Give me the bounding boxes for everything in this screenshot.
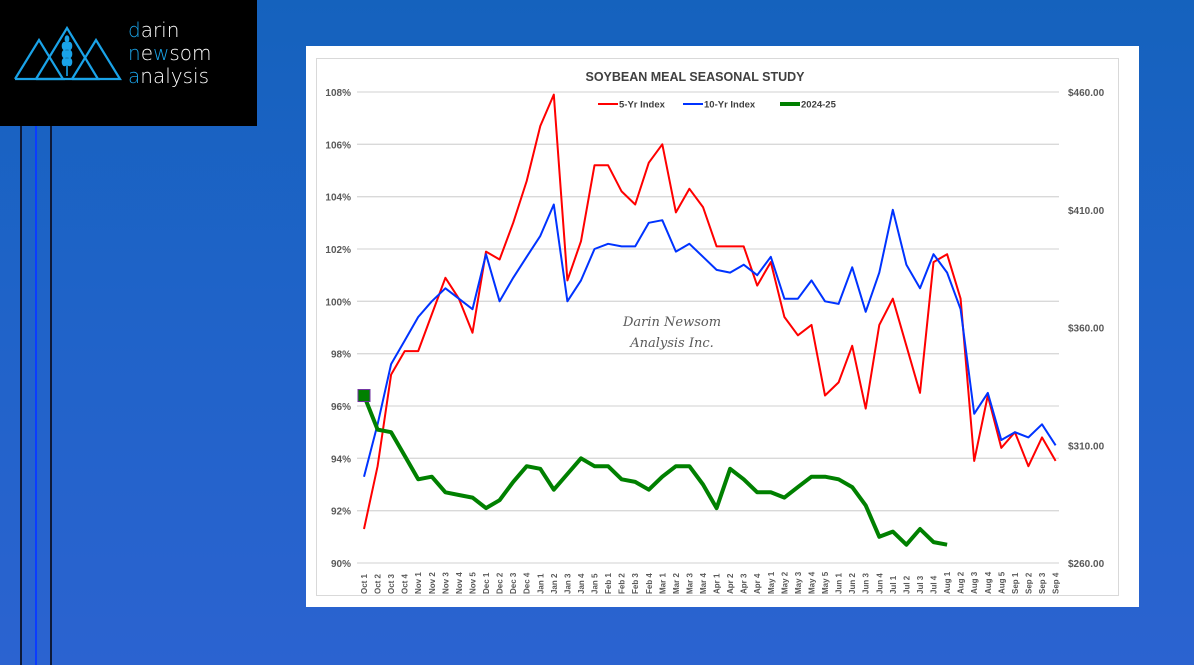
x-tick-label: Oct 4 <box>401 573 410 594</box>
x-tick-label: Jul 3 <box>916 575 925 594</box>
brand-logo: darin newsom analysis <box>0 0 257 126</box>
x-tick-label: Feb 4 <box>645 573 654 594</box>
x-tick-label: Jun 2 <box>848 573 857 594</box>
x-tick-label: Sep 1 <box>1011 572 1020 594</box>
x-tick-label: Apr 4 <box>753 573 762 594</box>
x-tick-label: Dec 1 <box>482 572 491 594</box>
x-tick-label: Feb 2 <box>618 573 627 594</box>
x-tick-label: Aug 4 <box>984 571 993 594</box>
plot-frame <box>316 58 1119 596</box>
watermark-line-1: Darin Newsom <box>622 315 721 330</box>
x-tick-label: Jul 4 <box>930 575 939 594</box>
series-line-10-yr-index <box>363 203 1057 477</box>
x-tick-label: Oct 3 <box>387 573 396 594</box>
y2-tick-label: $360.00 <box>1068 324 1105 335</box>
y2-tick-label: $310.00 <box>1068 441 1105 452</box>
x-tick-label: Sep 2 <box>1024 572 1033 594</box>
brand-wordmark: darin newsom analysis <box>128 19 212 88</box>
x-tick-label: Nov 5 <box>468 572 477 594</box>
y-tick-label: 102% <box>325 245 351 256</box>
watermark-line-2: Analysis Inc. <box>629 336 714 351</box>
legend-label: 5-Yr Index <box>619 100 666 111</box>
x-tick-label: Apr 1 <box>713 573 722 594</box>
x-tick-label: Aug 3 <box>970 571 979 594</box>
series-line-2024-25 <box>362 394 948 547</box>
chart-title: SOYBEAN MEAL SEASONAL STUDY <box>585 70 805 84</box>
x-tick-label: May 4 <box>807 571 816 594</box>
seasonal-chart: 108% 106% 104% 102% 100% 98% 96% 94% 92% 90% $460… <box>316 58 1119 596</box>
x-tick-label: Dec 2 <box>496 572 505 594</box>
chart-panel: 108% 106% 104% 102% 100% 98% 96% 94% 92% 90% $460… <box>306 46 1139 607</box>
y-tick-label: 100% <box>325 297 351 308</box>
y2-tick-label: $460.00 <box>1068 88 1105 99</box>
x-tick-label: Mar 1 <box>658 573 667 594</box>
x-tick-label: Nov 1 <box>414 572 423 594</box>
x-tick-label: Apr 2 <box>726 573 735 594</box>
x-tick-label: Mar 2 <box>672 573 681 594</box>
x-tick-label: Jun 3 <box>862 573 871 594</box>
y-tick-label: 104% <box>325 193 351 204</box>
series-line-5-yr-index <box>363 93 1057 530</box>
x-tick-label: Aug 5 <box>997 571 1006 594</box>
brand-line-1: darin <box>128 18 180 42</box>
x-tick-label: Dec 3 <box>509 572 518 594</box>
x-tick-label: Mar 3 <box>685 573 694 594</box>
x-tick-label: May 5 <box>821 571 830 594</box>
x-tick-label: Feb 1 <box>604 573 613 594</box>
x-tick-label: Jan 4 <box>577 573 586 594</box>
x-tick-label: Nov 4 <box>455 572 464 594</box>
y-tick-label: 90% <box>331 559 351 570</box>
x-tick-label: May 2 <box>780 571 789 594</box>
x-tick-label: Jan 2 <box>550 573 559 594</box>
y-tick-label: 108% <box>325 88 351 99</box>
brand-line-3: analysis <box>128 64 209 88</box>
decorative-line-blue <box>35 126 37 665</box>
x-tick-label: Feb 3 <box>631 573 640 594</box>
x-tick-label: May 1 <box>767 571 776 594</box>
x-tick-label: Apr 3 <box>740 573 749 594</box>
x-tick-label: Jan 3 <box>563 573 572 594</box>
legend-label: 10-Yr Index <box>704 100 756 111</box>
x-tick-label: Jan 1 <box>536 573 545 594</box>
x-tick-label: May 3 <box>794 571 803 594</box>
y2-tick-label: $410.00 <box>1068 206 1105 217</box>
x-tick-label: Dec 4 <box>523 572 532 594</box>
y-tick-label: 92% <box>331 507 351 518</box>
y2-tick-label: $260.00 <box>1068 559 1105 570</box>
x-tick-label: Aug 1 <box>943 571 952 594</box>
x-tick-label: Aug 2 <box>957 571 966 594</box>
mountains-wheat-icon <box>14 26 122 81</box>
y-tick-label: 96% <box>331 402 351 413</box>
decorative-line-dark <box>50 126 52 665</box>
x-tick-label: Mar 4 <box>699 573 708 594</box>
y-tick-label: 94% <box>331 454 351 465</box>
x-tick-label: Sep 4 <box>1052 572 1061 594</box>
y-tick-label: 98% <box>331 350 351 361</box>
decorative-line-dark <box>20 126 22 665</box>
y-tick-label: 106% <box>325 140 351 151</box>
x-tick-label: Jul 2 <box>902 575 911 594</box>
x-tick-label: Nov 3 <box>441 572 450 594</box>
x-tick-label: Jun 4 <box>875 573 884 594</box>
current-season-start-marker <box>357 389 371 403</box>
x-tick-label: Sep 3 <box>1038 572 1047 594</box>
x-tick-label: Jan 5 <box>591 573 600 594</box>
x-tick-label: Oct 2 <box>374 573 383 594</box>
x-tick-label: Nov 2 <box>428 572 437 594</box>
x-tick-label: Jun 1 <box>835 573 844 594</box>
brand-line-2: newsom <box>128 41 212 65</box>
legend-label: 2024-25 <box>801 100 837 111</box>
x-tick-label: Jul 1 <box>889 575 898 594</box>
x-tick-label: Oct 1 <box>360 573 369 594</box>
